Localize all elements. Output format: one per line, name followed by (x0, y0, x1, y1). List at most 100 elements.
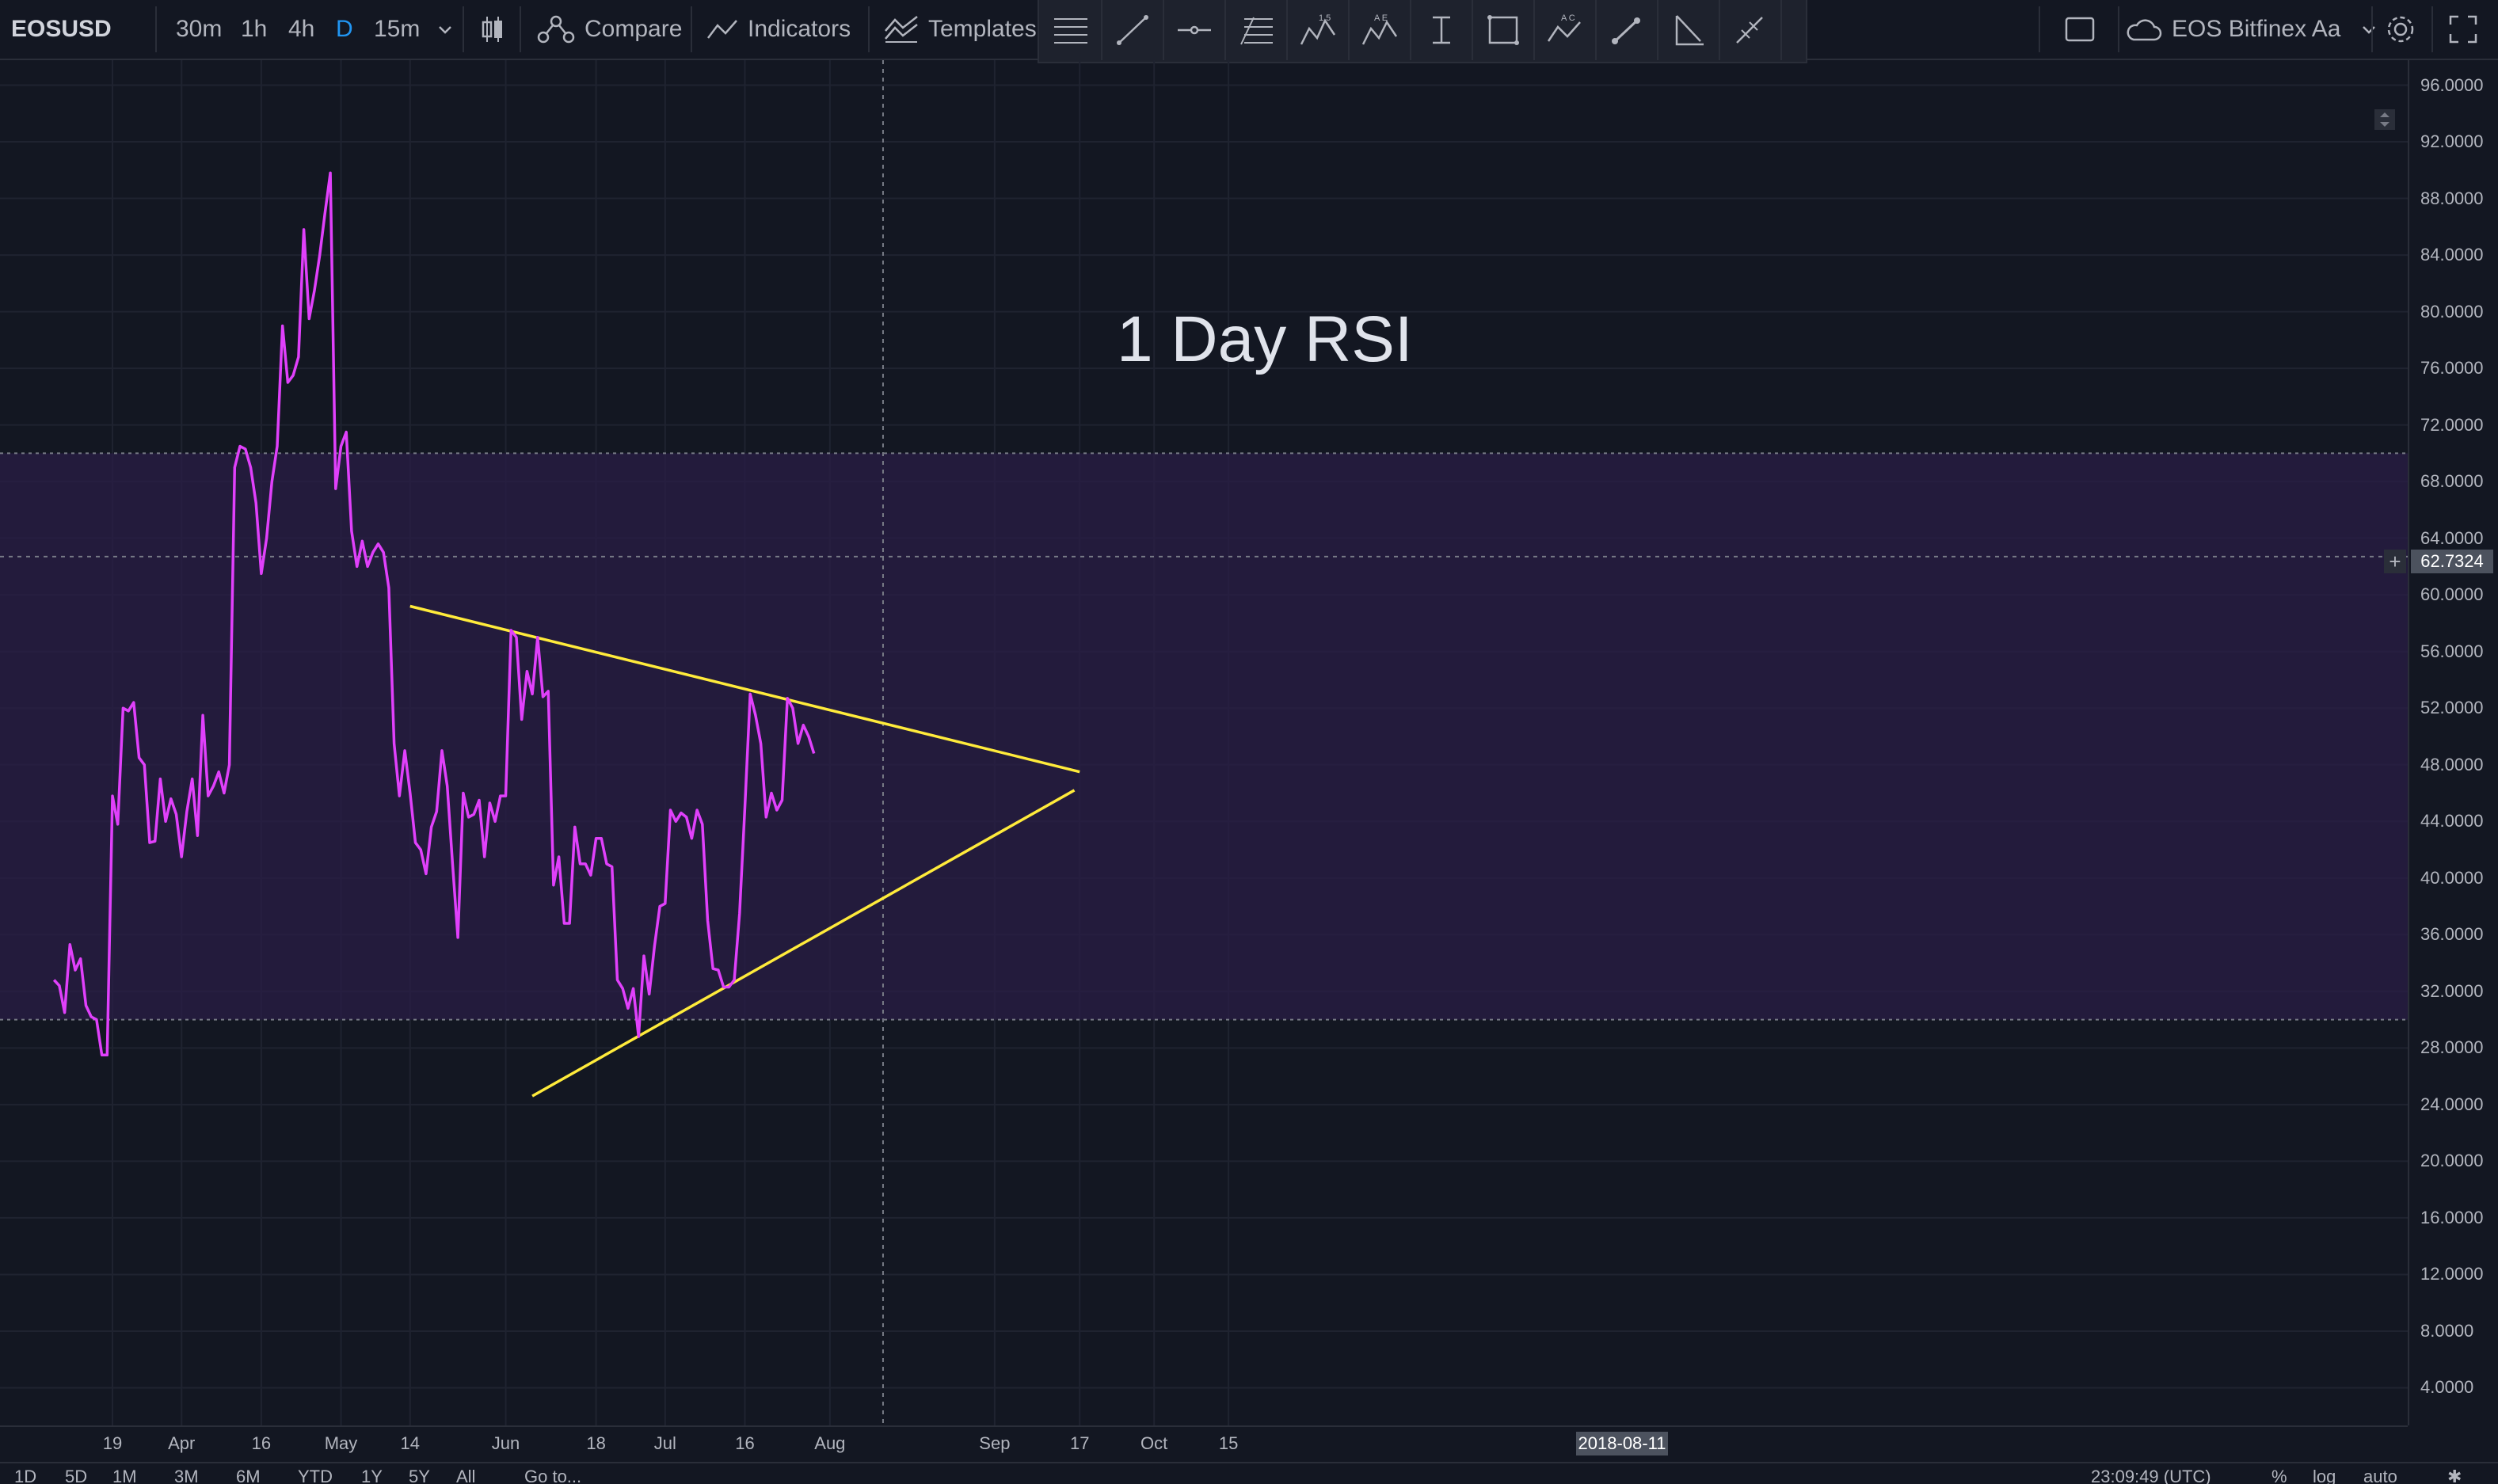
chart-annotation-text[interactable]: 1 Day RSI (1117, 303, 1413, 375)
range-5d[interactable]: 5D (65, 1467, 88, 1484)
interval-15m[interactable]: 15m (374, 0, 420, 59)
toolbar-divider (2371, 6, 2373, 52)
goto-button[interactable]: Go to... (524, 1467, 582, 1484)
svg-text:A E: A E (1374, 13, 1388, 23)
tool-trend-line[interactable] (1102, 0, 1164, 60)
range-1d[interactable]: 1D (14, 1467, 37, 1484)
y-tick-label: 60.0000 (2420, 584, 2484, 605)
settings-button[interactable] (2384, 0, 2417, 59)
interval-30m[interactable]: 30m (176, 0, 222, 59)
y-tick-label: 28.0000 (2420, 1037, 2484, 1058)
range-all[interactable]: All (456, 1467, 476, 1484)
tool-abcde[interactable]: A E (1350, 0, 1411, 60)
percent-toggle[interactable]: % (2271, 1467, 2287, 1484)
interval-label: 4h (288, 16, 315, 42)
indicators-button[interactable]: Indicators (706, 0, 851, 59)
triangle-icon (1675, 15, 1704, 46)
compare-label: Compare (585, 16, 683, 42)
interval-d[interactable]: D (336, 0, 353, 59)
tool-horizontal-ray[interactable] (1164, 0, 1226, 60)
y-tick-label: 8.0000 (2420, 1320, 2474, 1341)
scale-toggle-button[interactable] (2374, 109, 2395, 130)
y-tick-label: 32.0000 (2420, 980, 2484, 1001)
symbol-search[interactable]: EOSUSD (11, 0, 112, 59)
y-tick-label: 84.0000 (2420, 245, 2484, 265)
range-ytd[interactable]: YTD (298, 1467, 333, 1484)
compare-icon (537, 15, 575, 44)
tool-horizontal-lines[interactable] (1041, 0, 1102, 60)
xabcd-pattern-icon: 1 5 (1300, 13, 1336, 45)
interval-dropdown[interactable] (437, 0, 453, 59)
y-tick-label: 80.0000 (2420, 301, 2484, 322)
range-6m[interactable]: 6M (236, 1467, 261, 1484)
y-tick-label: 68.0000 (2420, 471, 2484, 492)
brush-icon (1612, 17, 1640, 44)
y-tick-label: 4.0000 (2420, 1377, 2474, 1398)
range-1m[interactable]: 1M (112, 1467, 137, 1484)
descending-trend-line[interactable] (409, 604, 1080, 774)
measure-icon (1433, 16, 1450, 44)
plus-icon: + (2389, 549, 2401, 573)
range-1y[interactable]: 1Y (361, 1467, 383, 1484)
settings-small-icon[interactable]: ✱ (2447, 1467, 2462, 1484)
x-tick-label: 17 (1069, 1433, 1090, 1453)
interval-1h[interactable]: 1h (241, 0, 267, 59)
y-tick-label: 36.0000 (2420, 924, 2484, 945)
clock-label[interactable]: 23:09:49 (UTC) (2091, 1467, 2211, 1484)
svg-text:1 5: 1 5 (1319, 13, 1331, 23)
tool-measure[interactable] (1411, 0, 1473, 60)
templates-icon (885, 16, 918, 43)
interval-label: 15m (374, 16, 421, 42)
fullscreen-icon (2449, 15, 2477, 44)
log-toggle[interactable]: log (2313, 1467, 2336, 1484)
indicators-label: Indicators (748, 16, 851, 42)
crosshair-date-badge: 2018-08-11 (1576, 1432, 1668, 1455)
interval-4h[interactable]: 4h (288, 0, 314, 59)
tool-fib[interactable] (1226, 0, 1288, 60)
x-tick-label: 16 (735, 1433, 755, 1453)
price-axis[interactable] (2408, 60, 2498, 1425)
y-tick-label: 64.0000 (2420, 527, 2484, 548)
rsi-series-line[interactable] (52, 171, 816, 1057)
pencil-icon (1736, 17, 1763, 44)
tool-pencil[interactable] (1720, 0, 1782, 60)
interval-label: 1h (241, 16, 268, 42)
rsi-chart[interactable] (0, 60, 2408, 1425)
fullscreen-button[interactable] (2447, 0, 2479, 59)
x-tick-label: Jun (491, 1433, 520, 1453)
indicators-icon (707, 20, 737, 39)
gear-icon (2387, 16, 2414, 43)
range-3m[interactable]: 3M (174, 1467, 199, 1484)
x-tick-label: May (324, 1433, 358, 1453)
square-icon (2065, 17, 2095, 42)
templates-button[interactable]: Templates (884, 0, 1037, 59)
bottom-toolbar: 1D 5D 1M 3M 6M YTD 1Y 5Y All Go to... 23… (0, 1462, 2498, 1484)
tool-rectangle[interactable] (1473, 0, 1535, 60)
toolbar-divider (2118, 6, 2119, 52)
interval-label: 30m (176, 16, 223, 42)
y-tick-label: 56.0000 (2420, 641, 2484, 661)
layout-button[interactable] (2064, 0, 2096, 59)
range-5y[interactable]: 5Y (409, 1467, 430, 1484)
tool-abc[interactable]: A C (1535, 0, 1597, 60)
abc-pattern-icon: A C (1547, 13, 1581, 42)
ascending-trend-line[interactable] (531, 789, 1076, 1098)
compare-button[interactable]: Compare (537, 0, 682, 59)
tool-brush[interactable] (1597, 0, 1658, 60)
data-source-button[interactable]: EOS Bitfinex Aa (2124, 0, 2377, 59)
horizontal-lines-icon (1054, 18, 1087, 44)
time-axis[interactable] (0, 1425, 2408, 1462)
toolbar-divider (520, 6, 521, 52)
chart-style-button[interactable] (480, 0, 505, 59)
y-tick-label: 76.0000 (2420, 358, 2484, 379)
trend-lines[interactable] (409, 604, 1080, 1098)
y-tick-label: 24.0000 (2420, 1094, 2484, 1114)
tool-xabcd[interactable]: 1 5 (1288, 0, 1350, 60)
fib-icon (1240, 17, 1273, 45)
x-tick-label: Oct (1140, 1433, 1168, 1453)
auto-toggle[interactable]: auto (2363, 1467, 2397, 1484)
add-alert-button[interactable]: + (2384, 550, 2406, 573)
symbol-label: EOSUSD (11, 16, 112, 42)
y-tick-label: 72.0000 (2420, 414, 2484, 435)
tool-triangle[interactable] (1658, 0, 1720, 60)
